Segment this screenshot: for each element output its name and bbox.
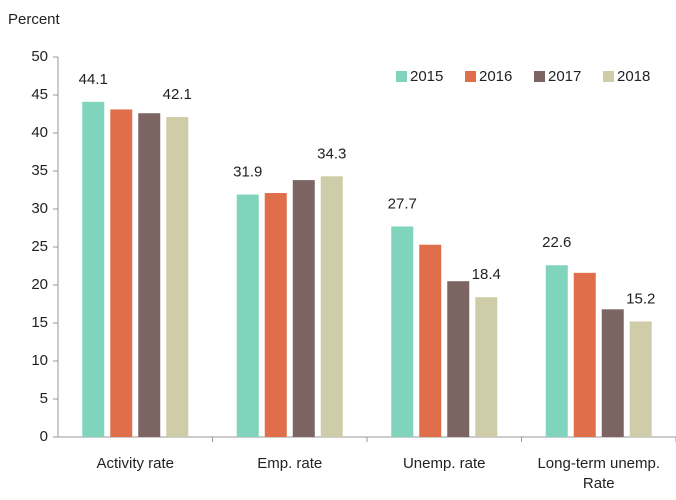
legend-label: 2017 <box>548 68 581 85</box>
bar <box>82 101 105 437</box>
x-tick-label: Long-term unemp. Rate <box>537 455 661 492</box>
data-label: 42.1 <box>163 86 192 103</box>
bar <box>475 297 498 437</box>
bar <box>391 226 414 437</box>
bar <box>320 176 343 437</box>
y-tick-label: 15 <box>31 314 48 331</box>
bar <box>629 321 652 437</box>
bar <box>447 281 470 437</box>
data-label: 31.9 <box>233 164 262 181</box>
y-tick-label: 35 <box>31 162 48 179</box>
bar <box>545 265 568 437</box>
y-tick-label: 5 <box>40 390 48 407</box>
bar <box>236 194 259 437</box>
y-tick-label: 50 <box>31 48 48 65</box>
data-label: 27.7 <box>388 195 417 212</box>
bar <box>138 113 161 438</box>
bar <box>292 180 315 437</box>
bar <box>419 244 442 437</box>
bar <box>166 117 189 437</box>
legend-label: 2015 <box>410 68 443 85</box>
bar <box>573 272 596 437</box>
data-label: 18.4 <box>472 266 501 283</box>
y-tick-label: 10 <box>31 352 48 369</box>
x-tick-label: Activity rate <box>96 455 175 472</box>
legend-label: 2016 <box>479 68 512 85</box>
y-axis-label: Percent <box>8 11 61 28</box>
y-tick-label: 20 <box>31 276 48 293</box>
bar <box>110 109 133 437</box>
legend-swatch <box>465 71 476 82</box>
legend-swatch <box>396 71 407 82</box>
y-tick-label: 30 <box>31 200 48 217</box>
y-tick-label: 40 <box>31 124 48 141</box>
data-label: 34.3 <box>317 145 346 162</box>
bar <box>264 193 287 437</box>
data-label: 15.2 <box>626 290 655 307</box>
x-tick-label: Unemp. rate <box>402 455 486 472</box>
y-tick-label: 45 <box>31 86 48 103</box>
y-tick-label: 25 <box>31 238 48 255</box>
legend-label: 2018 <box>617 68 650 85</box>
data-label: 44.1 <box>79 71 108 88</box>
data-label: 22.6 <box>542 234 571 251</box>
legend-swatch <box>534 71 545 82</box>
bar <box>601 309 624 437</box>
legend-swatch <box>603 71 614 82</box>
x-tick-label: Emp. rate <box>257 455 323 472</box>
y-tick-label: 0 <box>40 428 48 445</box>
